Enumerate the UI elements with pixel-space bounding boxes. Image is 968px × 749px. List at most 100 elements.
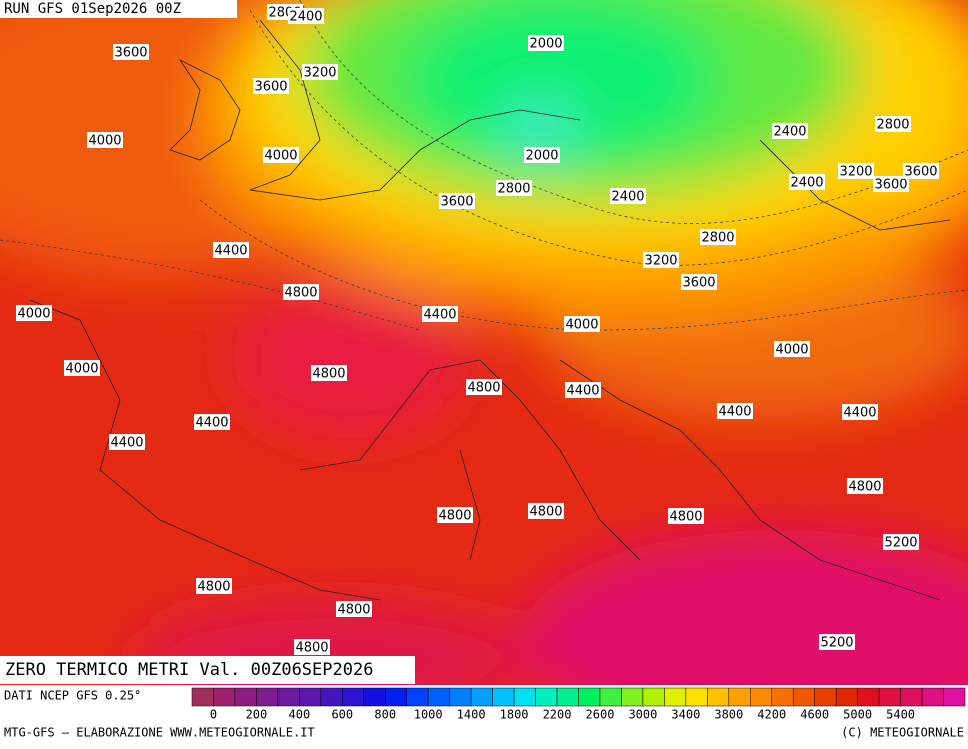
contour-label: 2400 xyxy=(289,10,322,25)
contour-label-box xyxy=(196,578,232,594)
colorbar-swatch xyxy=(835,687,858,707)
colorbar-swatch xyxy=(900,687,923,707)
contour-label: 3600 xyxy=(254,80,287,95)
contour-label: 3200 xyxy=(303,66,336,81)
contour-label: 3600 xyxy=(904,165,937,180)
contour-label: 4400 xyxy=(718,405,751,420)
contour-label: 2800 xyxy=(876,118,909,133)
colorbar-tick-label: 1400 xyxy=(457,708,486,722)
colorbar-swatch xyxy=(492,687,515,707)
contour-label-box xyxy=(565,382,601,398)
colorbar-tick-label: 3400 xyxy=(671,708,700,722)
colorbar-swatch xyxy=(406,687,429,707)
contour-label-box xyxy=(439,193,475,209)
contour-label-box xyxy=(528,35,564,51)
colorbar-swatch xyxy=(578,687,601,707)
contour-label-box xyxy=(774,341,810,357)
contour-label: 2800 xyxy=(497,182,530,197)
contour-label: 2400 xyxy=(611,190,644,205)
colorbar-tick-label: 200 xyxy=(246,708,268,722)
contour-label: 4800 xyxy=(669,510,702,525)
colorbar-swatch xyxy=(728,687,751,707)
contour-label-box xyxy=(194,414,230,430)
contour-label-box xyxy=(842,404,878,420)
contour-label: 4800 xyxy=(295,641,328,656)
contour-label: 3600 xyxy=(114,46,147,61)
colorbar-tick-label: 2200 xyxy=(543,708,572,722)
title-box: ZERO TERMICO METRI Val. 00Z06SEP2026 xyxy=(0,656,415,684)
contour-label: 4400 xyxy=(195,416,228,431)
contour-label: 3600 xyxy=(874,178,907,193)
contour-label-box xyxy=(847,478,883,494)
colorbar-swatch xyxy=(427,687,450,707)
contour-label: 4000 xyxy=(565,318,598,333)
contour-label: 4800 xyxy=(438,509,471,524)
contour-label-box xyxy=(610,188,646,204)
colorbar-swatch xyxy=(213,687,236,707)
colorbar-swatch xyxy=(277,687,300,707)
map-title: ZERO TERMICO METRI Val. 00Z06SEP2026 xyxy=(5,660,373,680)
colorbar-swatch xyxy=(685,687,708,707)
colorbar-swatch xyxy=(535,687,558,707)
colorbar-swatch xyxy=(342,687,365,707)
colorbar-swatch xyxy=(320,687,343,707)
colorbar-tick-label: 5400 xyxy=(886,708,915,722)
contour-label: 4800 xyxy=(197,580,230,595)
contour-label: 5200 xyxy=(820,636,853,651)
colorbar-swatch xyxy=(621,687,644,707)
contour-label: 4000 xyxy=(775,343,808,358)
colorbar-tick-label: 0 xyxy=(210,708,217,722)
colorbar-swatch xyxy=(299,687,322,707)
colorbar-tick-label: 1800 xyxy=(500,708,529,722)
contour-label-box xyxy=(903,163,939,179)
colorbar-swatch xyxy=(599,687,622,707)
colorbar-swatch xyxy=(256,687,279,707)
contour-label-box xyxy=(336,601,372,617)
contour-label-box xyxy=(875,116,911,132)
contour-label-box xyxy=(109,434,145,450)
colorbar-tick-label: 1000 xyxy=(414,708,443,722)
contour-label: 4000 xyxy=(264,149,297,164)
contour-label: 4400 xyxy=(423,308,456,323)
colorbar-swatch xyxy=(878,687,901,707)
colorbar-swatch xyxy=(191,687,214,707)
colorbar-tick-label: 3800 xyxy=(714,708,743,722)
contour-label: 4000 xyxy=(88,134,121,149)
contour-label-box xyxy=(668,508,704,524)
contour-label: 4800 xyxy=(284,286,317,301)
contour-label: 3600 xyxy=(440,195,473,210)
contour-label-box xyxy=(789,174,825,190)
contour-label: 4400 xyxy=(843,406,876,421)
contour-label: 2400 xyxy=(790,176,823,191)
contour-label-box xyxy=(437,507,473,523)
colorbar-tick-label: 4200 xyxy=(757,708,786,722)
colorbar-tick-label: 400 xyxy=(289,708,311,722)
header-box: RUN GFS 01Sep2026 00Z xyxy=(0,0,237,18)
colorbar-tick-label: 600 xyxy=(331,708,353,722)
contour-label: 2800 xyxy=(701,231,734,246)
footer-right: (C) METEOGIORNALE xyxy=(841,726,964,740)
contour-label-box xyxy=(772,123,808,139)
contour-label-box xyxy=(16,305,52,321)
colorbar-tick-label: 5000 xyxy=(843,708,872,722)
colorbar-swatch xyxy=(449,687,472,707)
colorbar-swatch xyxy=(750,687,772,707)
colorbar-tick-label: 4600 xyxy=(800,708,829,722)
colorbar-swatch xyxy=(470,687,493,707)
contour-label-box xyxy=(311,365,347,381)
colorbar-swatch xyxy=(642,687,665,707)
contour-label-box xyxy=(524,147,560,163)
contour-label-box xyxy=(253,78,289,94)
contour-label-box xyxy=(873,176,909,192)
colorbar-swatch xyxy=(513,687,536,707)
contour-label: 4000 xyxy=(17,307,50,322)
contour-label-box xyxy=(87,132,123,148)
colorbar-tick-label: 2600 xyxy=(586,708,615,722)
contour-label-box xyxy=(294,639,330,655)
colorbar-swatch xyxy=(664,687,687,707)
contour-label-box xyxy=(64,360,100,376)
